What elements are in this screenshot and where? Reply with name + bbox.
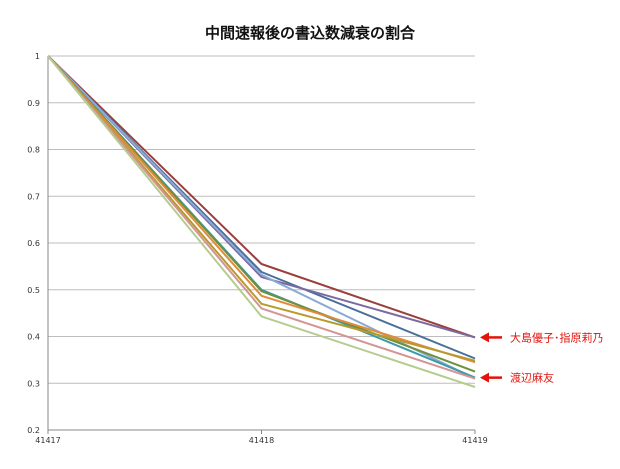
series-line-4 bbox=[47, 55, 476, 380]
y-tick-label: 0.6 bbox=[27, 239, 40, 248]
series-line-6 bbox=[47, 55, 476, 373]
series-line-7 bbox=[47, 55, 476, 364]
x-tick-label: 41419 bbox=[462, 436, 487, 445]
y-tick-label: 1 bbox=[35, 52, 40, 61]
y-tick-label: 0.7 bbox=[27, 192, 40, 201]
series-line-5 bbox=[47, 55, 476, 379]
x-tick-label: 41418 bbox=[249, 436, 274, 445]
y-tick-label: 0.2 bbox=[27, 426, 40, 435]
annotation-label: 渡辺麻友 bbox=[510, 371, 554, 385]
annotation-arrow-head-icon bbox=[480, 332, 489, 343]
x-tick-label: 41417 bbox=[35, 436, 60, 445]
series-line-9 bbox=[47, 55, 476, 380]
annotation-arrow-head-icon bbox=[480, 372, 489, 383]
y-tick-label: 0.9 bbox=[27, 99, 40, 108]
annotation-label: 大島優子･指原莉乃 bbox=[510, 330, 604, 344]
series-line-10 bbox=[47, 55, 476, 388]
chart-title: 中間速報後の書込数減衰の割合 bbox=[205, 24, 416, 42]
y-tick-label: 0.3 bbox=[27, 379, 40, 388]
series-line-2 bbox=[47, 55, 476, 360]
series-line-1 bbox=[47, 55, 476, 339]
y-tick-label: 0.4 bbox=[27, 333, 40, 342]
y-tick-label: 0.5 bbox=[27, 286, 40, 295]
y-tick-label: 0.8 bbox=[27, 146, 40, 155]
